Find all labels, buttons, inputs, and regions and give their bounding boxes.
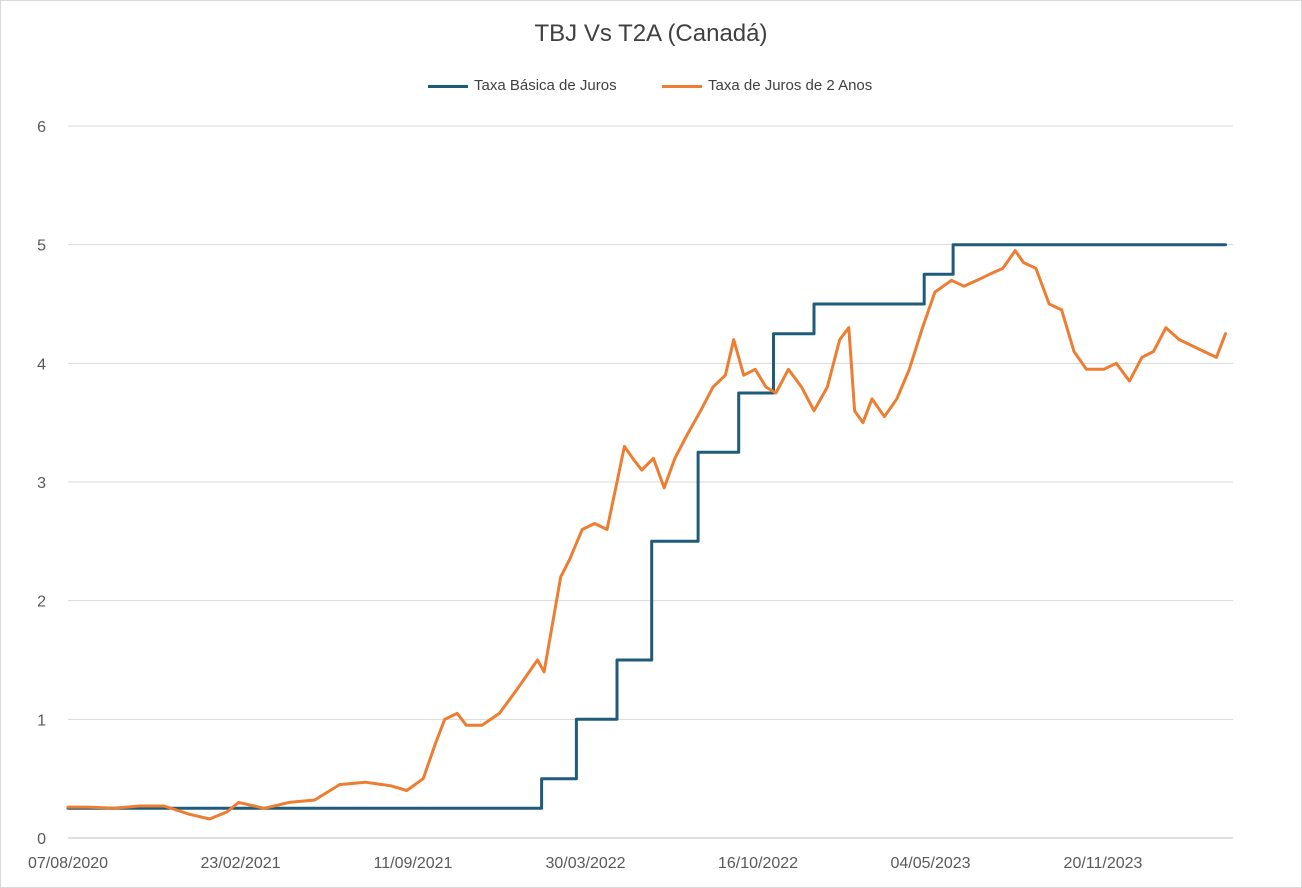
y-tick-label: 1 — [37, 712, 46, 729]
legend-label-base-rate: Taxa Básica de Juros — [474, 77, 617, 94]
chart-legend: Taxa Básica de Juros Taxa de Juros de 2 … — [0, 76, 1302, 96]
series-line-2y-rate — [66, 249, 1227, 821]
x-tick-label: 20/11/2023 — [1064, 855, 1143, 872]
chart-title: TBJ Vs T2A (Canadá) — [534, 20, 768, 47]
legend-swatch-2y-rate — [662, 85, 702, 88]
y-tick-label: 6 — [37, 119, 46, 136]
y-tick-label: 2 — [37, 594, 46, 611]
x-tick-label: 11/09/2021 — [374, 855, 453, 872]
legend-label-2y-rate: Taxa de Juros de 2 Anos — [708, 77, 873, 94]
y-tick-label: 3 — [37, 475, 46, 492]
x-tick-label: 07/08/2020 — [28, 855, 108, 872]
x-tick-label: 23/02/2021 — [200, 855, 280, 872]
legend-swatch-base-rate — [428, 85, 468, 88]
y-tick-label: 5 — [37, 238, 46, 255]
y-tick-label: 0 — [37, 831, 46, 848]
x-tick-label: 16/10/2022 — [718, 855, 798, 872]
x-tick-label: 30/03/2022 — [545, 855, 625, 872]
x-tick-label: 04/05/2023 — [890, 855, 970, 872]
series-line-base-rate — [66, 243, 1227, 810]
y-tick-label: 4 — [37, 356, 46, 373]
